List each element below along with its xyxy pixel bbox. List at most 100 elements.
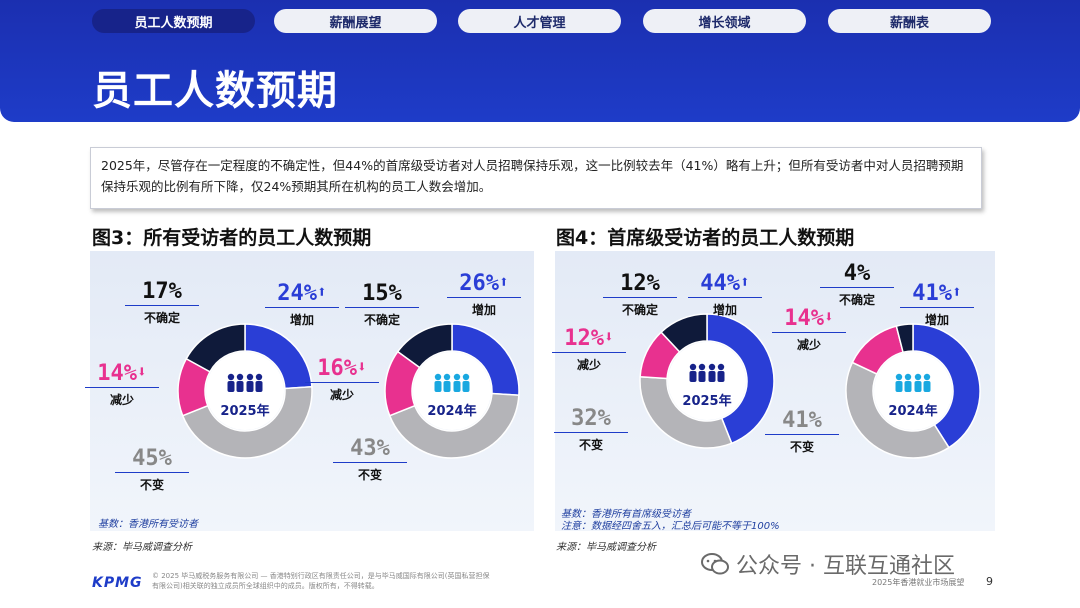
fig0-0-label-no-change-rule — [115, 472, 189, 473]
fig1-0-label-increase-value: 44%⬆ — [700, 271, 750, 296]
page-title: 员工人数预期 — [92, 68, 338, 114]
fig0-1-slice-no-change — [388, 392, 520, 459]
figure3-source: 来源：毕马威调查分析 — [92, 542, 192, 553]
intro-text: 2025年，尽管存在一定程度的不确定性，但44%的首席级受访者对人员招聘保持乐观… — [90, 147, 982, 209]
fig0-1-label-uncertain-rule — [345, 307, 419, 308]
fig1-1-label-increase-rule — [900, 307, 974, 308]
fig0-0-year-label: 2025年 — [220, 403, 269, 419]
fig1-1-label-uncertain-value: 4% — [843, 261, 871, 286]
fig1-1-label-increase-caption: 增加 — [924, 313, 949, 327]
fig1-1-label-no-change-caption: 不变 — [789, 440, 814, 454]
fig0-1-label-uncertain-value: 15% — [362, 281, 402, 306]
fig1-0-year-label: 2025年 — [682, 393, 731, 409]
fig1-0-label-decrease: 12%⬇ 减少 — [547, 326, 631, 373]
fig0-1-year-label: 2024年 — [427, 403, 476, 419]
figure4-source: 来源：毕马威调查分析 — [556, 542, 656, 553]
fig0-0-label-uncertain-rule — [125, 305, 199, 306]
people-crowd-icon — [434, 373, 470, 392]
fig0-1-slice-uncertain — [396, 323, 453, 369]
fig0-1-label-increase-rule — [447, 297, 521, 298]
fig1-0-label-decrease-caption: 减少 — [576, 358, 601, 372]
fig1-0-label-no-change-value: 32% — [571, 406, 611, 431]
fig0-0-label-no-change: 45% 不变 — [110, 446, 194, 493]
arrow-up-icon: ⬆ — [317, 282, 327, 301]
watermark: 公众号 · 互联互通社区 — [700, 548, 955, 580]
tab-headcount[interactable]: 员工人数预期 — [92, 9, 255, 33]
fig0-1-label-uncertain: 15% 不确定 — [340, 281, 424, 328]
arrow-up-icon: ⬆ — [952, 282, 962, 301]
header-banner: 员工人数预期 薪酬展望 人才管理 增长领域 薪酬表 员工人数预期 — [0, 0, 1080, 122]
fig0-1-label-no-change-rule — [333, 462, 407, 463]
fig1-1-label-no-change-value: 41% — [782, 408, 822, 433]
watermark-text: 公众号 · 互联互通社区 — [736, 554, 955, 579]
fig1-1-label-decrease-rule — [772, 332, 846, 333]
fig0-1-label-no-change: 43% 不变 — [328, 436, 412, 483]
fig0-0-slice-no-change — [181, 385, 313, 459]
figure4-rounding-note: 注意：数据经四舍五入，汇总后可能不等于100% — [561, 521, 780, 532]
figure3-donuts: 2025年 2024年 — [177, 323, 520, 459]
fig0-1-label-decrease-caption: 减少 — [329, 388, 354, 402]
fig0-1-label-no-change-caption: 不变 — [357, 468, 382, 482]
fig1-1-slice-increase — [912, 323, 981, 449]
wechat-icon — [700, 552, 730, 576]
fig0-1-label-decrease-rule — [305, 382, 379, 383]
fig0-0-label-decrease-caption: 减少 — [109, 393, 134, 407]
fig1-0-slice-increase — [706, 313, 775, 445]
fig0-0-label-no-change-caption: 不变 — [139, 478, 164, 492]
fig0-1-label-no-change-value: 43% — [350, 436, 390, 461]
arrow-down-icon: ⬇ — [824, 307, 834, 326]
fig1-0-label-increase-rule — [688, 297, 762, 298]
figure4-donuts: 2025年 2024年 — [639, 313, 981, 459]
arrow-up-icon: ⬆ — [740, 272, 750, 291]
fig0-1-label-increase-caption: 增加 — [471, 303, 496, 317]
fig0-1-donut-hole — [413, 352, 491, 430]
tab-talent-management[interactable]: 人才管理 — [458, 9, 621, 33]
fig0-1-label-increase: 26%⬆ 增加 — [442, 271, 526, 318]
fig1-0-label-no-change: 32% 不变 — [549, 406, 633, 453]
fig0-1-label-decrease-value: 16%⬇ — [317, 356, 367, 381]
people-group-icon — [689, 363, 725, 382]
fig1-0-label-uncertain: 12% 不确定 — [598, 271, 682, 318]
figure3-base-note: 基数：香港所有受访者 — [98, 519, 198, 530]
fig1-0-label-no-change-caption: 不变 — [578, 438, 603, 452]
people-crowd-icon — [227, 373, 263, 392]
tab-salary-table[interactable]: 薪酬表 — [828, 9, 991, 33]
fig1-0-label-no-change-rule — [554, 432, 628, 433]
page-number: 9 — [986, 575, 993, 588]
fig1-1-label-uncertain: 4% 不确定 — [815, 261, 899, 308]
fig0-0-label-decrease-rule — [85, 387, 159, 388]
fig1-0-label-uncertain-value: 12% — [620, 271, 660, 296]
arrow-down-icon: ⬇ — [137, 362, 147, 381]
fig1-0-label-increase-caption: 增加 — [712, 303, 737, 317]
figure3-title: 图3：所有受访者的员工人数预期 — [92, 227, 372, 249]
tab-salary-outlook[interactable]: 薪酬展望 — [274, 9, 437, 33]
tab-growth-areas[interactable]: 增长领域 — [643, 9, 806, 33]
arrow-up-icon: ⬆ — [499, 272, 509, 291]
fig0-0-label-increase: 24%⬆ 增加 — [260, 281, 344, 328]
footer-report-name: 2025年香港就业市场展望 — [872, 578, 965, 587]
fig1-0-label-uncertain-rule — [603, 297, 677, 298]
fig0-0-label-increase-caption: 增加 — [289, 313, 314, 327]
kpmg-logo: KPMG — [92, 575, 143, 591]
figure4-base-note: 基数：香港所有首席级受访者 — [561, 509, 691, 520]
fig1-0-label-decrease-value: 12%⬇ — [564, 326, 614, 351]
fig1-1-label-no-change: 41% 不变 — [760, 408, 844, 455]
fig0-0-donut-hole — [206, 352, 284, 430]
fig0-0-label-uncertain-caption: 不确定 — [143, 311, 180, 325]
fig1-1-label-uncertain-caption: 不确定 — [838, 293, 875, 307]
fig0-1-label-decrease: 16%⬇ 减少 — [300, 356, 384, 403]
fig1-1-label-decrease: 14%⬇ 减少 — [767, 306, 851, 353]
fig0-0-label-increase-rule — [265, 307, 339, 308]
arrow-down-icon: ⬇ — [604, 327, 614, 346]
figure4-title: 图4：首席级受访者的员工人数预期 — [556, 227, 855, 249]
fig0-0-slice-uncertain — [185, 323, 246, 373]
fig0-0-label-increase-value: 24%⬆ — [277, 281, 327, 306]
people-group-icon — [895, 373, 931, 392]
fig1-1-label-increase: 41%⬆ 增加 — [895, 281, 979, 328]
fig0-0-label-uncertain: 17% 不确定 — [120, 279, 204, 326]
figure4-panel: 2025年 2024年 基数：香港所有首席级受访者 注意：数据经四舍五入，汇总后可… — [552, 251, 995, 532]
fig1-1-year-label: 2024年 — [888, 403, 937, 419]
arrow-down-icon: ⬇ — [357, 357, 367, 376]
footer-legal-text: © 2025 毕马威税务服务有限公司 — 香港特别行政区有限责任公司，是与毕马威… — [152, 572, 490, 590]
fig1-1-donut-hole — [874, 352, 952, 430]
